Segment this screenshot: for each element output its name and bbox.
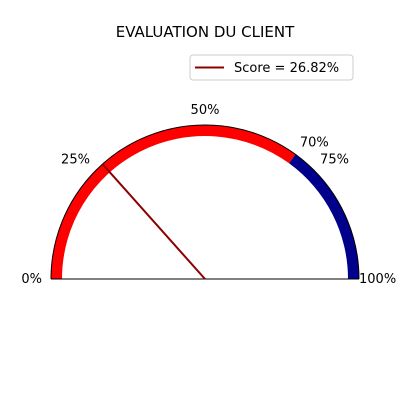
tick-label: 50% — [191, 103, 220, 118]
chart-title: EVALUATION DU CLIENT — [116, 23, 295, 41]
tick-label: 75% — [320, 153, 349, 168]
gauge-segments — [51, 124, 359, 279]
legend-label: Score = 26.82% — [234, 61, 339, 76]
tick-labels: 0% 25% 50% 70% 75% 100% — [21, 103, 396, 287]
tick-label: 70% — [300, 135, 329, 150]
gauge-segment-2 — [289, 154, 359, 279]
legend: Score = 26.82% — [189, 54, 354, 81]
score-needle — [101, 163, 206, 280]
gauge-segment-1 — [51, 124, 296, 279]
legend-box — [189, 54, 354, 81]
gauge-outline — [50, 124, 360, 280]
tick-label: 25% — [61, 153, 90, 168]
tick-label: 0% — [21, 272, 42, 287]
tick-label: 100% — [359, 272, 396, 287]
